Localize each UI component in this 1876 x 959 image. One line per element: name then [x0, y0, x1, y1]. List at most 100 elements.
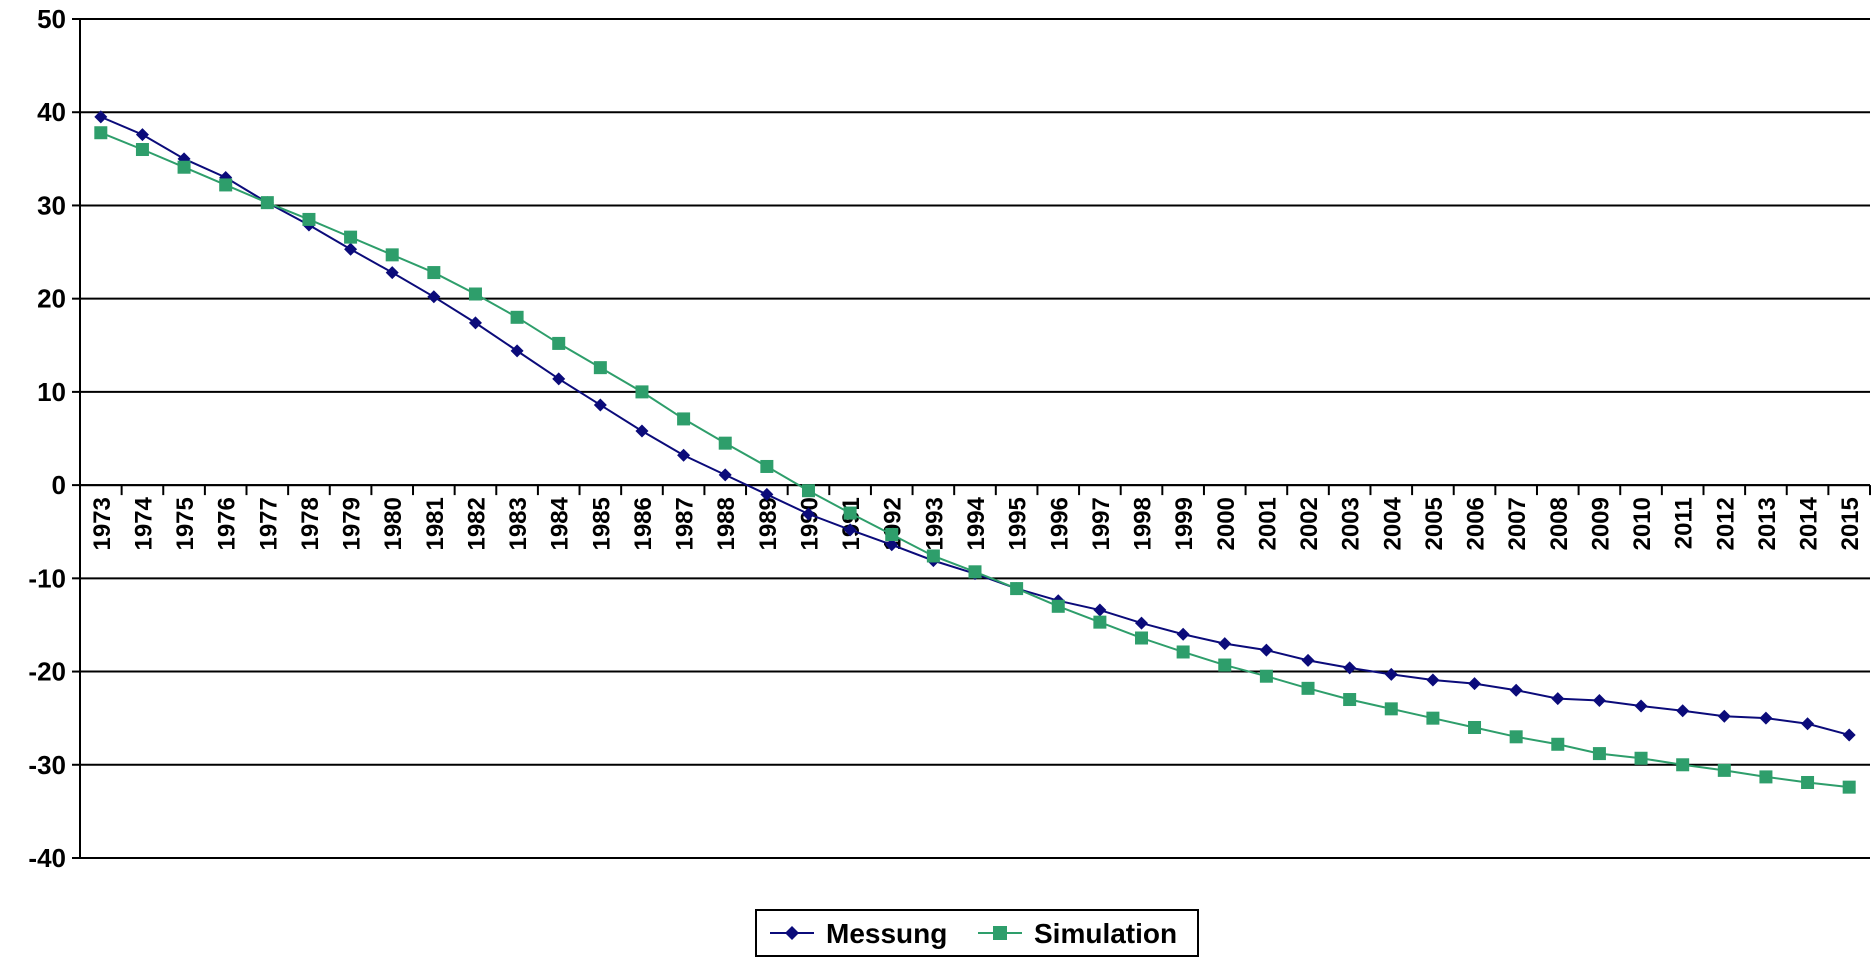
data-point-simulation-1988 [718, 436, 732, 450]
data-point-messung-1988 [718, 468, 732, 482]
series-line-messung [100, 115, 1850, 736]
data-point-simulation-1994 [968, 565, 982, 579]
data-point-messung-1990 [801, 507, 815, 521]
x-tick-labels: 1973 1974 1975 1976 1977 1978 1979 1980 1981 1982… [89, 496, 1864, 550]
data-point-simulation-1986 [635, 385, 649, 399]
data-point-messung-2006 [1468, 677, 1482, 691]
y-tick-label--20: -20 [28, 657, 66, 687]
data-point-simulation-2002 [1301, 681, 1315, 695]
series-simulation [94, 126, 1856, 794]
data-point-simulation-2014 [1801, 775, 1815, 789]
x-tick-label-1982: 1982 [463, 497, 490, 550]
data-point-simulation-1976 [219, 178, 233, 192]
data-point-simulation-1985 [593, 361, 607, 375]
x-tick-label-1996: 1996 [1046, 497, 1073, 550]
data-point-messung-2000 [1218, 637, 1232, 651]
data-point-messung-2001 [1259, 643, 1273, 657]
data-point-messung-1981 [427, 290, 441, 304]
data-point-simulation-2005 [1426, 711, 1440, 725]
y-tick-labels: -40 -30 -20 -10 0 10 20 30 40 50 [28, 4, 66, 873]
y-tick-label--10: -10 [28, 563, 66, 593]
data-point-messung-1982 [468, 316, 482, 330]
data-point-simulation-1992 [885, 528, 899, 542]
x-tick-label-1975: 1975 [172, 497, 199, 550]
data-point-messung-1987 [677, 448, 691, 462]
x-tick-label-1998: 1998 [1130, 497, 1157, 550]
x-tick-label-2004: 2004 [1379, 496, 1406, 550]
data-point-simulation-2010 [1634, 751, 1648, 765]
data-point-simulation-1977 [260, 196, 274, 210]
x-tick-label-1978: 1978 [297, 497, 324, 550]
data-point-messung-1989 [760, 487, 774, 501]
x-tick-label-1994: 1994 [963, 496, 990, 550]
x-tick-label-1974: 1974 [130, 496, 157, 550]
series [94, 110, 1856, 794]
x-tick-label-1988: 1988 [713, 497, 740, 550]
x-tick-label-2009: 2009 [1587, 497, 1614, 550]
data-point-messung-1997 [1093, 603, 1107, 617]
x-tick-label-1981: 1981 [422, 497, 449, 550]
data-point-simulation-2004 [1384, 702, 1398, 716]
x-tick-label-1990: 1990 [796, 497, 823, 550]
data-point-messung-1973 [94, 110, 108, 124]
data-point-messung-2007 [1509, 683, 1523, 697]
data-point-messung-1991 [843, 523, 857, 537]
x-tick-label-2002: 2002 [1296, 497, 1323, 550]
data-point-simulation-1996 [1051, 599, 1065, 613]
data-point-simulation-1989 [760, 459, 774, 473]
data-point-messung-2003 [1343, 661, 1357, 675]
x-tick-label-1976: 1976 [214, 497, 241, 550]
x-tick-label-1977: 1977 [255, 497, 282, 550]
x-tick-label-2008: 2008 [1546, 497, 1573, 550]
x-tick-label-1999: 1999 [1171, 497, 1198, 550]
x-tick-label-1984: 1984 [547, 496, 574, 550]
x-tick-label-1991: 1991 [838, 497, 865, 550]
legend-marker-simulation [993, 926, 1007, 940]
y-tick-label-0: 0 [52, 470, 66, 500]
legend-entry-messung: Messung [770, 918, 947, 949]
y-tick-label-40: 40 [37, 97, 66, 127]
axes [72, 18, 1871, 859]
x-tick-label-1979: 1979 [339, 497, 366, 550]
data-point-messung-2009 [1592, 693, 1606, 707]
x-tick-label-2000: 2000 [1213, 497, 1240, 550]
x-tick-label-2013: 2013 [1754, 497, 1781, 550]
x-tick-label-2003: 2003 [1338, 497, 1365, 550]
series-line-simulation [100, 131, 1850, 789]
data-point-messung-1980 [385, 266, 399, 280]
data-point-messung-1986 [635, 424, 649, 438]
y-tick-label-20: 20 [37, 284, 66, 314]
data-point-simulation-2009 [1592, 747, 1606, 761]
data-point-simulation-1982 [468, 287, 482, 301]
data-point-messung-1983 [510, 344, 524, 358]
data-point-messung-2002 [1301, 653, 1315, 667]
data-point-simulation-2012 [1717, 763, 1731, 777]
x-tick-label-2005: 2005 [1421, 497, 1448, 550]
x-tick-label-2012: 2012 [1712, 497, 1739, 550]
data-point-messung-2008 [1551, 692, 1565, 706]
x-tick-label-1987: 1987 [672, 497, 699, 550]
data-point-simulation-1998 [1135, 631, 1149, 645]
data-point-simulation-1981 [427, 266, 441, 280]
data-point-simulation-2003 [1343, 693, 1357, 707]
y-tick-label-10: 10 [37, 377, 66, 407]
data-point-simulation-2015 [1842, 780, 1856, 794]
x-tick-label-2014: 2014 [1796, 496, 1823, 550]
data-point-messung-1979 [344, 242, 358, 256]
data-point-simulation-1990 [801, 484, 815, 498]
x-tick-label-2001: 2001 [1254, 497, 1281, 550]
data-point-simulation-1983 [510, 310, 524, 324]
data-point-simulation-1995 [1010, 582, 1024, 596]
data-point-messung-2014 [1801, 717, 1815, 731]
data-point-messung-2010 [1634, 699, 1648, 713]
data-point-simulation-1987 [677, 412, 691, 426]
y-tick-label--30: -30 [28, 750, 66, 780]
x-tick-label-1989: 1989 [755, 497, 782, 550]
data-point-simulation-1975 [177, 160, 191, 174]
data-point-messung-2011 [1676, 704, 1690, 718]
data-point-messung-1992 [885, 538, 899, 552]
data-point-messung-2004 [1384, 667, 1398, 681]
data-point-simulation-1980 [385, 248, 399, 262]
legend-entry-simulation: Simulation [978, 918, 1177, 949]
